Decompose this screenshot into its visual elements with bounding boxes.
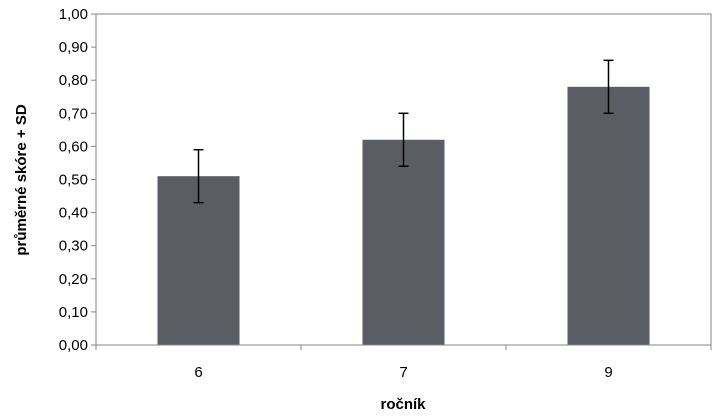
y-tick-label: 1,00 xyxy=(59,6,88,23)
y-tick-label: 0,50 xyxy=(59,172,88,189)
error-bar-6 xyxy=(193,148,204,204)
x-tick-label-6: 6 xyxy=(194,364,202,381)
x-tick-label-9: 9 xyxy=(604,364,612,381)
y-tick-label: 0,90 xyxy=(59,39,88,56)
y-tick-label: 0,10 xyxy=(59,304,88,321)
x-tick-label-7: 7 xyxy=(399,364,407,381)
x-axis: 6 7 9 xyxy=(95,345,712,381)
error-bar-7 xyxy=(398,112,409,168)
y-tick-label: 0,40 xyxy=(59,205,88,222)
error-bar-9 xyxy=(603,59,614,115)
bars xyxy=(157,86,650,345)
error-bars xyxy=(193,59,614,204)
y-tick-label: 0,60 xyxy=(59,138,88,155)
y-tick-label: 0,00 xyxy=(59,337,88,354)
x-axis-title: ročník xyxy=(380,396,426,413)
y-axis-title: průměrné skóre + SD xyxy=(13,104,30,255)
y-tick-label: 0,30 xyxy=(59,238,88,255)
y-tick-label: 0,70 xyxy=(59,105,88,122)
y-axis: 0,00 0,10 0,20 0,30 0,40 0,50 0,60 0,70 0,80 0,90… xyxy=(59,6,96,354)
y-tick-label: 0,80 xyxy=(59,72,88,89)
bar-6 xyxy=(157,176,240,345)
bar-7 xyxy=(362,139,445,345)
bar-9 xyxy=(567,86,650,345)
y-tick-label: 0,20 xyxy=(59,271,88,288)
